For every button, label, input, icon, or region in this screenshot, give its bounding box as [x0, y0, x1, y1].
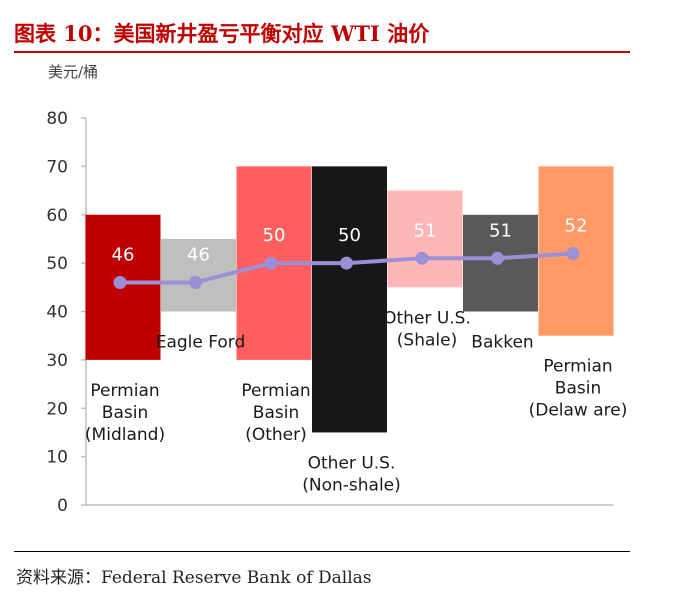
category-label: (Non-shale): [302, 475, 401, 495]
y-tick-label: 60: [46, 206, 68, 226]
range-bar: [312, 166, 387, 433]
breakeven-point: [415, 251, 429, 265]
category-label: Permian: [543, 357, 612, 377]
title-rule: [14, 51, 630, 53]
footer-rule: [14, 551, 630, 552]
category-label: Basin: [253, 403, 299, 423]
data-label: 51: [489, 220, 512, 241]
category-label: (Midland): [85, 425, 165, 445]
y-tick-label: 0: [57, 496, 68, 516]
data-label: 50: [263, 225, 286, 246]
data-label: 46: [187, 244, 210, 265]
category-label: Other U.S.: [383, 308, 471, 328]
data-label: 50: [338, 225, 361, 246]
y-tick-label: 80: [46, 109, 68, 129]
breakeven-chart: 0 10 20 30 40 50 60 70 80 46 46 50 50 51 51 52 Permian…: [46, 109, 627, 516]
breakeven-line: [113, 246, 580, 289]
category-label: (Delaw are): [529, 401, 628, 421]
breakeven-point: [264, 256, 278, 270]
category-label: Permian: [241, 381, 310, 401]
data-label: 52: [565, 215, 588, 236]
figure-title: 图表 10：美国新井盈亏平衡对应 WTI 油价: [14, 21, 430, 46]
category-label: Eagle Ford: [156, 333, 246, 353]
breakeven-point: [113, 275, 127, 289]
y-axis-unit-label: 美元/桶: [48, 63, 99, 81]
category-label: (Other): [245, 425, 307, 445]
category-label: (Shale): [397, 330, 457, 350]
category-label: Permian: [90, 381, 159, 401]
category-label: Other U.S.: [308, 453, 396, 473]
data-label: 51: [414, 220, 437, 241]
category-label: Bakken: [471, 333, 533, 353]
range-bar: [387, 190, 463, 288]
y-tick-label: 20: [46, 399, 68, 419]
y-tick-label: 40: [46, 303, 68, 323]
source-note: 资料来源：Federal Reserve Bank of Dallas: [16, 568, 372, 588]
y-tick-label: 30: [46, 351, 68, 371]
y-tick-label: 10: [46, 448, 68, 468]
category-label: Basin: [102, 403, 148, 423]
y-tick-label: 50: [46, 254, 68, 274]
category-label: Basin: [555, 379, 601, 399]
breakeven-point: [340, 256, 353, 270]
data-label: 46: [112, 244, 135, 265]
breakeven-point: [189, 275, 202, 289]
y-tick-label: 70: [46, 157, 68, 177]
bars: [85, 166, 614, 433]
breakeven-point: [566, 246, 580, 260]
data-labels: 46 46 50 50 51 51 52: [112, 215, 588, 265]
breakeven-point: [491, 251, 504, 265]
